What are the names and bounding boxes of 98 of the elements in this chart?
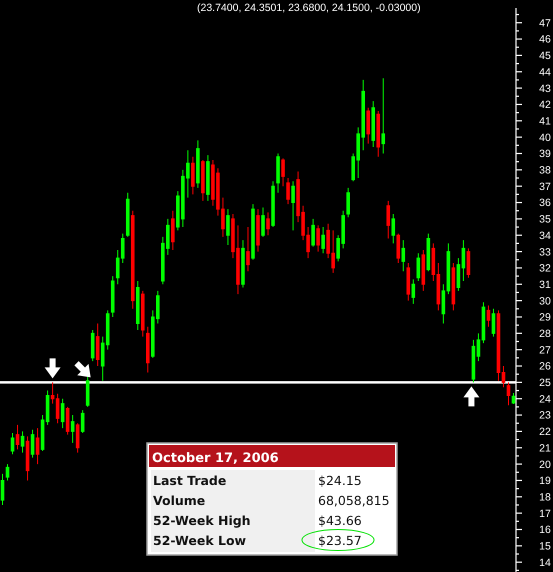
y-tick-label: 34	[539, 230, 551, 242]
y-tick-label: 26	[539, 360, 551, 373]
candlestick	[321, 226, 325, 254]
candlestick	[276, 152, 280, 194]
candlestick	[376, 110, 380, 158]
candlestick	[246, 226, 250, 272]
candlestick	[291, 180, 295, 231]
y-tick-label: 22	[539, 426, 551, 438]
candlestick	[286, 178, 290, 205]
candlestick	[412, 278, 416, 304]
y-tick-label: 28	[539, 328, 551, 340]
y-tick-label: 23	[539, 410, 551, 422]
y-tick-label: 29	[539, 312, 551, 324]
candlestick	[206, 154, 210, 202]
y-tick-label: 47	[539, 17, 551, 30]
candlestick	[191, 156, 195, 195]
candlestick	[26, 436, 30, 481]
candlestick	[416, 252, 420, 282]
annotation: Last Trade	[153, 473, 226, 488]
candlestick	[492, 308, 496, 338]
annotation: 68,058,815	[318, 493, 390, 508]
y-tick-label: 27	[539, 344, 551, 356]
annotation: $23.57	[318, 533, 362, 548]
y-tick-label: 20	[539, 458, 551, 471]
candlestick	[241, 240, 245, 288]
candlestick	[0, 473, 4, 506]
candlestick	[96, 323, 100, 367]
annotation: $43.66	[318, 513, 362, 528]
y-tick-label: 40	[539, 132, 551, 144]
candlestick	[281, 158, 285, 187]
candlestick	[316, 224, 320, 252]
candlestick	[266, 212, 270, 236]
candlestick	[201, 160, 205, 202]
candlestick	[226, 208, 230, 246]
y-tick-label: 16	[539, 524, 551, 536]
candlestick	[271, 180, 275, 228]
candlestick	[251, 204, 255, 260]
candlestick	[146, 326, 150, 374]
y-tick-label: 19	[539, 475, 551, 488]
candlestick	[381, 78, 386, 154]
candlestick	[422, 249, 426, 292]
y-tick-label: 14	[539, 556, 551, 569]
annotation: Volume	[153, 493, 206, 508]
y-tick-label: 32	[539, 262, 551, 275]
candlestick	[171, 210, 175, 250]
candlestick	[512, 392, 516, 404]
y-tick-label: 44	[539, 66, 551, 78]
y-tick-label: 24	[539, 393, 551, 406]
candlestick	[80, 410, 84, 434]
y-tick-label: 30	[539, 295, 551, 308]
y-tick-label: 15	[539, 540, 551, 553]
annotation: 52-Week High	[153, 513, 251, 528]
y-tick-label: 46	[539, 34, 551, 46]
y-tick-label: 37	[539, 180, 551, 193]
candlestick	[10, 432, 14, 455]
y-tick-label: 39	[539, 148, 551, 160]
y-tick-label: 33	[539, 246, 551, 258]
candlestick	[506, 382, 510, 406]
candlestick	[110, 276, 115, 318]
candlestick	[261, 206, 265, 238]
candlestick	[36, 428, 40, 465]
candlestick	[452, 262, 456, 311]
y-tick-label: 45	[539, 50, 551, 62]
y-tick-label: 21	[539, 442, 551, 454]
candlestick	[486, 305, 490, 328]
chart-title: (23.7400, 24.3501, 23.6800, 24.1500, -0.03000)	[197, 2, 421, 14]
candlestick	[386, 200, 390, 240]
y-tick-label: 31	[539, 278, 551, 291]
y-tick-label: 18	[539, 491, 551, 504]
candlestick	[30, 429, 34, 458]
candlestick	[256, 208, 260, 252]
y-tick-label: 42	[539, 99, 551, 112]
candlestick	[391, 213, 396, 244]
candlestick	[366, 107, 370, 144]
candlestick	[406, 262, 410, 302]
candlestick	[196, 140, 200, 188]
annotation: 52-Week Low	[153, 533, 247, 548]
candlestick	[20, 430, 24, 454]
candlestick	[60, 398, 64, 429]
y-tick-label: 25	[539, 377, 551, 390]
candlestick	[396, 233, 400, 264]
candlestick	[401, 240, 406, 272]
annotation: October 17, 2006	[152, 451, 279, 466]
y-tick-label: 38	[539, 164, 551, 177]
y-tick-label: 17	[539, 508, 551, 520]
candlestick	[371, 100, 376, 148]
y-tick-label: 36	[539, 197, 551, 210]
y-tick-label: 43	[539, 82, 551, 95]
candlestick	[136, 280, 140, 331]
y-tick-label: 41	[539, 115, 551, 128]
candlestick	[70, 414, 74, 444]
candlestick	[6, 464, 10, 481]
candlestick	[76, 422, 80, 454]
candlestick	[346, 187, 350, 218]
candlestick	[16, 424, 20, 450]
annotation: $24.15	[318, 473, 362, 488]
y-tick-label: 35	[539, 214, 551, 226]
candlestick	[311, 218, 315, 248]
